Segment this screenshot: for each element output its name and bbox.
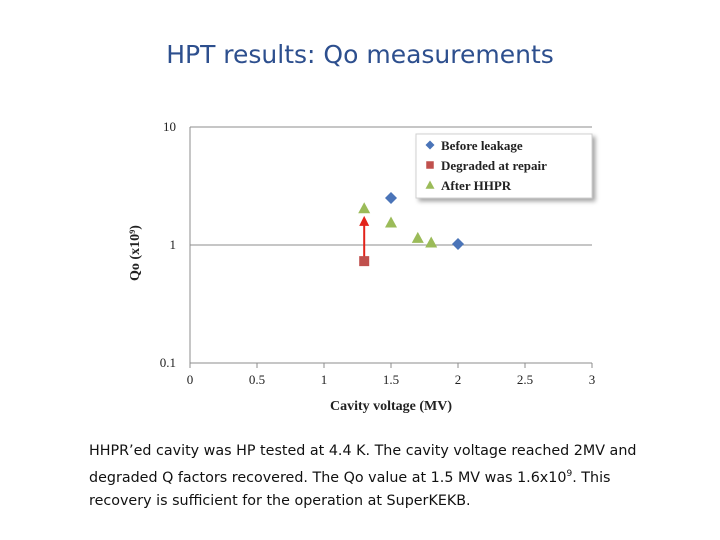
x-tick-label: 0 — [187, 372, 194, 387]
point-after-hhpr — [358, 202, 371, 214]
point-before-leakage — [452, 237, 464, 250]
point-after-hhpr — [385, 216, 397, 228]
x-tick-label: 0.5 — [249, 372, 265, 387]
qo-scatter-chart: 10 1 0.1 0 0.5 1 1.5 2 2.5 3 Before leakage Degrad… — [128, 119, 596, 414]
x-tick-label: 2 — [455, 372, 462, 387]
y-tick-label: 1 — [170, 237, 177, 252]
legend-marker-after-hhpr — [425, 180, 435, 189]
x-tick-label: 1.5 — [383, 372, 399, 387]
caption-exponent: 9 — [566, 469, 573, 479]
x-tick-label: 3 — [589, 372, 596, 387]
legend-marker-degraded-at-repair — [426, 161, 434, 169]
legend-box — [415, 133, 593, 199]
x-axis-title: Cavity voltage (MV) — [330, 399, 452, 414]
y-tick-label: 10 — [163, 119, 176, 134]
legend-label-degraded-at-repair: Degraded at repair — [441, 158, 547, 173]
caption-text-main: HHPR’ed cavity was HP tested at 4.4 K. T… — [89, 443, 637, 486]
legend-marker-before-leakage — [425, 140, 435, 150]
legend-label-before-leakage: Before leakage — [441, 138, 523, 153]
caption: HHPR’ed cavity was HP tested at 4.4 K. T… — [89, 440, 659, 513]
recovery-arrow-head — [359, 215, 370, 226]
point-after-hhpr — [425, 236, 438, 248]
point-before-leakage — [385, 192, 397, 205]
y-axis-title: Qo (x10⁹) — [128, 225, 143, 281]
legend-label-after-hhpr: After HHPR — [441, 178, 512, 193]
point-degraded-at-repair — [359, 256, 370, 267]
y-tick-label: 0.1 — [160, 355, 176, 370]
x-tick-label: 2.5 — [517, 372, 533, 387]
point-after-hhpr — [411, 231, 424, 243]
slide-title: HPT results: Qo measurements — [166, 40, 554, 69]
caption-text-end: . This recovery is sufficient for the op… — [89, 469, 611, 509]
x-tick-label: 1 — [321, 372, 328, 387]
